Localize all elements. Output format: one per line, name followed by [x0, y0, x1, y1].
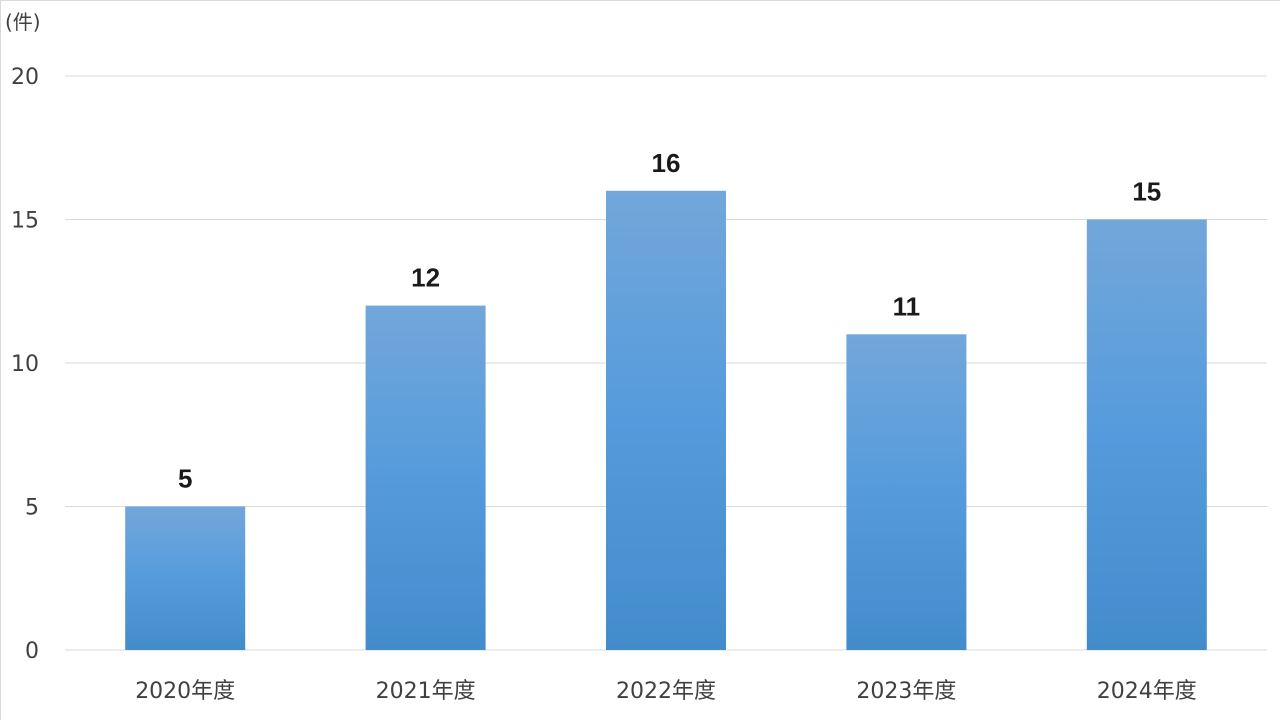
data-label: 11: [893, 291, 921, 321]
x-category-label: 2024年度: [1097, 679, 1197, 704]
x-axis-categories: 2020年度 2021年度 2022年度 2023年度 2024年度: [135, 679, 1197, 704]
bars: [125, 190, 1207, 651]
bar: [606, 190, 726, 651]
bar: [846, 334, 967, 650]
y-tick-label: 20: [11, 65, 39, 90]
bar: [125, 506, 246, 650]
x-category-label: 2023年度: [856, 679, 956, 704]
data-label: 15: [1132, 177, 1161, 207]
x-category-label: 2020年度: [135, 679, 235, 704]
x-category-label: 2021年度: [376, 679, 476, 704]
y-unit-label: (件): [5, 10, 41, 34]
bar: [365, 305, 486, 650]
y-tick-label: 15: [11, 209, 39, 234]
data-label: 5: [178, 464, 192, 494]
y-tick-label: 10: [11, 352, 39, 377]
data-label: 16: [652, 148, 681, 178]
data-labels: 5 12 16 11 15: [178, 148, 1161, 494]
y-tick-label: 5: [25, 496, 39, 521]
data-label: 12: [411, 263, 440, 293]
x-category-label: 2022年度: [616, 679, 716, 704]
y-tick-label: 0: [25, 639, 39, 664]
bar: [1086, 219, 1207, 650]
y-axis-ticks: 0 5 10 15 20: [11, 65, 39, 664]
